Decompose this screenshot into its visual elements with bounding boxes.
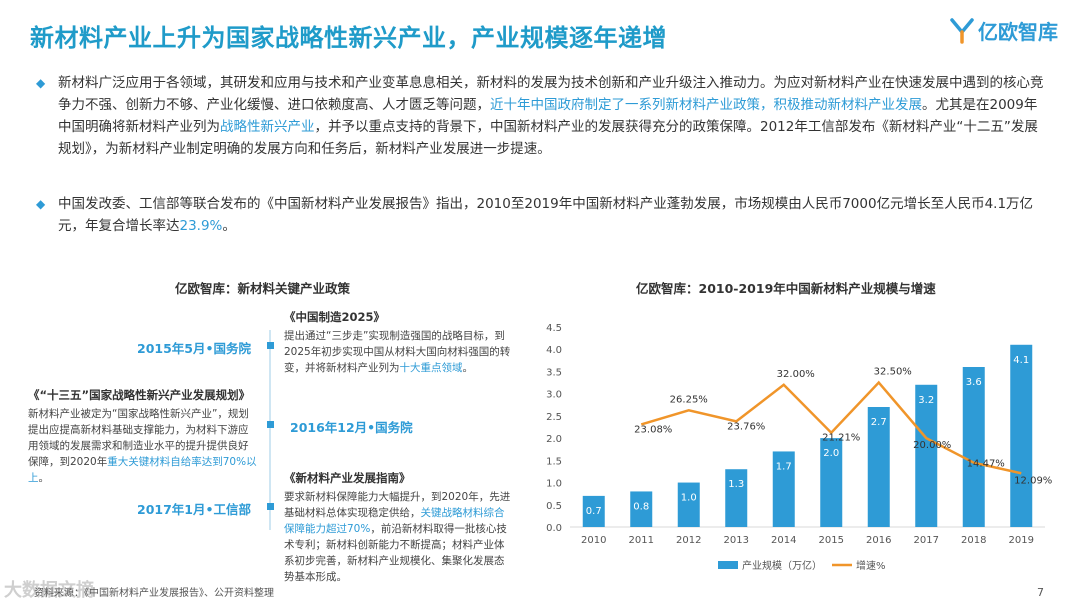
y-tick-label: 4.0: [546, 345, 562, 356]
bar: [772, 451, 795, 527]
diamond-bullet-icon: ◆: [36, 197, 46, 211]
growth-rate-label: 32.00%: [777, 369, 815, 380]
growth-rate-label: 12.09%: [1014, 475, 1052, 486]
bar: [915, 384, 938, 527]
growth-rate-label: 20.00%: [913, 440, 951, 451]
diamond-bullet-icon: ◆: [36, 76, 46, 90]
chart-title: 亿欧智库：2010-2019年中国新材料产业规模与增速: [636, 281, 936, 296]
logo-text: 亿欧智库: [978, 20, 1058, 44]
policy-doc-title-2015: 《中国制造2025》: [284, 310, 386, 324]
policy-body-highlight: 重大关键材料自给率达到70%以上: [28, 456, 257, 484]
intro-paragraph-2: ◆ 中国发改委、工信部等联合发布的《中国新材料产业发展报告》指出，2010至20…: [36, 193, 1046, 237]
source-note: 资料来源：《中国新材料产业发展报告》、公开资料整理: [34, 588, 274, 599]
y-tick-label: 2.0: [546, 434, 562, 445]
bar: [1010, 344, 1033, 527]
growth-rate-line: [640, 380, 1022, 475]
x-tick-label: 2014: [771, 535, 796, 546]
policy-body-highlight: 关键战略材料综合保障能力超过70%: [284, 507, 505, 535]
intro-text-b: 。尤其是在2009年中国明确将新材料产业列为: [58, 97, 1038, 135]
policy-doc-body-2015: 提出通过“三步走”实现制造强国的战略目标，到2025年初步实现中国从材料大国向材…: [284, 328, 514, 376]
policy-doc-title-2016: 《“十三五”国家战略性新兴产业发展规划》: [28, 388, 251, 402]
y-tick-label: 0.5: [546, 501, 562, 512]
bar-value-label: 1.7: [776, 461, 792, 472]
x-tick-label: 2017: [914, 535, 939, 546]
bar: [725, 469, 748, 527]
growth-rate-label: 26.25%: [670, 394, 708, 405]
growth-chart: 0.0 0.5 1.0 1.5 2.0 2.5 3.0 3.5 4.0 4.5 0.7 0.8 1.0 1…: [546, 323, 1052, 572]
intro2-text-b: 。: [222, 218, 236, 234]
bar-value-label: 0.7: [586, 506, 602, 517]
watermark: 大数据文摘: [4, 580, 94, 601]
policy-date-2016: 2016年12月•国务院: [290, 420, 413, 435]
legend-bar-label: 产业规模（万亿）: [742, 559, 822, 572]
growth-rate-label: 23.76%: [727, 421, 765, 432]
timeline-dot: [267, 421, 274, 428]
bar-value-label: 4.1: [1013, 355, 1029, 366]
x-tick-label: 2018: [961, 535, 986, 546]
policy-doc-body-2016: 新材料产业被定为“国家战略性新兴产业”，规划提出应提高新材料基础支撑能力，为材料…: [28, 406, 258, 486]
bar: [867, 407, 890, 527]
y-tick-label: 1.0: [546, 479, 562, 490]
growth-rate-label: 21.21%: [822, 433, 860, 444]
intro-paragraph-1: ◆ 新材料广泛应用于各领域，其研发和应用与技术和产业变革息息相关，新材料的发展为…: [36, 72, 1046, 160]
x-tick-label: 2011: [629, 535, 654, 546]
legend-bar-swatch: [718, 561, 738, 569]
cagr-highlight: 23.9%: [179, 218, 223, 234]
intro-highlight-2: 战略性新兴产业: [220, 119, 315, 135]
policy-body-text: 。: [38, 472, 50, 484]
growth-rate-label: 32.50%: [874, 367, 912, 378]
y-tick-label: 4.5: [546, 323, 562, 334]
bar-value-label: 3.2: [918, 395, 934, 406]
bar: [630, 491, 653, 527]
bar: [962, 367, 985, 527]
timeline-dot: [267, 342, 274, 349]
y-tick-label: 1.5: [546, 456, 562, 467]
y-tick-label: 2.5: [546, 412, 562, 423]
bar: [820, 438, 843, 527]
intro-text-a: 新材料广泛应用于各领域，其研发和应用与技术和产业变革息息相关，新材料的发展为技术…: [58, 75, 1044, 113]
intro-text-c: ，并予以重点支持的背景下，中国新材料产业的发展获得充分的政策保障。2012年工信…: [58, 119, 1038, 157]
bar-value-label: 1.0: [681, 493, 697, 504]
x-tick-label: 2013: [724, 535, 749, 546]
policy-date-2017: 2017年1月•工信部: [137, 502, 251, 517]
timeline-dot: [267, 503, 274, 510]
policy-body-text: ，前沿新材料取得一批核心技术专利；新材料创新能力不断提高；材料产业体系初步完善，…: [284, 523, 507, 583]
x-tick-label: 2016: [866, 535, 891, 546]
policy-body-text: 要求新材料保障能力大幅提升，到2020年，先进基础材料总体实现稳定供给，: [284, 491, 511, 519]
y-tick-label: 3.5: [546, 367, 562, 378]
bar-value-label: 0.8: [633, 501, 649, 512]
intro-highlight-1: 近十年中国政府制定了一系列新材料产业政策，积极推动新材料产业发展: [490, 97, 922, 113]
y-tick-label: 0.0: [546, 523, 562, 534]
policy-body-text: 新材料产业被定为“国家战略性新兴产业”，规划提出应提高新材料基础支撑能力，为材料…: [28, 408, 249, 468]
bar-value-label: 2.7: [871, 417, 887, 428]
timeline-line: [269, 330, 271, 530]
yiou-logo-icon: [950, 17, 974, 44]
policy-section-title: 亿欧智库：新材料关键产业政策: [175, 281, 351, 296]
policy-body-highlight: 十大重点领域: [399, 362, 463, 374]
x-tick-label: 2015: [819, 535, 844, 546]
intro2-text-a: 中国发改委、工信部等联合发布的《中国新材料产业发展报告》指出，2010至2019…: [58, 196, 1034, 234]
growth-rate-label: 14.47%: [967, 459, 1005, 470]
policy-date-2015: 2015年5月•国务院: [137, 341, 251, 356]
policy-body-text: 提出通过“三步走”实现制造强国的战略目标，到2025年初步实现中国从材料大国向材…: [284, 330, 511, 374]
x-tick-label: 2010: [581, 535, 606, 546]
bar-value-label: 3.6: [966, 377, 982, 388]
policy-doc-title-2017: 《新材料产业发展指南》: [284, 471, 411, 485]
x-tick-label: 2012: [676, 535, 701, 546]
page-title: 新材料产业上升为国家战略性新兴产业，产业规模逐年递增: [30, 24, 667, 52]
brand-logo: 亿欧智库: [950, 16, 1058, 45]
bar-value-label: 1.3: [728, 479, 744, 490]
x-tick-label: 2019: [1009, 535, 1034, 546]
y-tick-label: 3.0: [546, 390, 562, 401]
policy-doc-body-2017: 要求新材料保障能力大幅提升，到2020年，先进基础材料总体实现稳定供给，关键战略…: [284, 489, 514, 585]
page-number: 7: [1037, 586, 1044, 599]
bar: [582, 495, 605, 527]
growth-rate-label: 23.08%: [634, 424, 672, 435]
policy-body-text: 。: [462, 362, 474, 374]
legend-line-label: 增速%: [856, 559, 886, 572]
bar: [677, 482, 700, 527]
bar-value-label: 2.0: [823, 448, 839, 459]
